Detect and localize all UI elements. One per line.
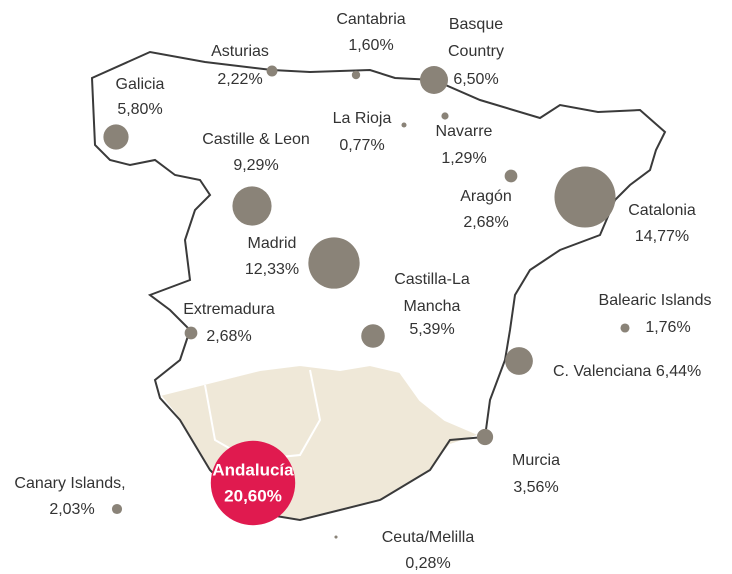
- region-name-line: Country: [448, 43, 504, 60]
- region-name: Extremadura: [183, 301, 275, 318]
- bubble: [441, 112, 449, 120]
- region-value: 5,39%: [409, 321, 454, 338]
- bubble: [103, 124, 129, 150]
- region-name: Basque Country: [448, 16, 504, 60]
- region-name-line: Mancha: [404, 298, 461, 315]
- region-name: Canary Islands,: [14, 475, 125, 492]
- region-name: Navarre: [436, 123, 493, 140]
- region-value: 6,50%: [453, 71, 498, 88]
- region-value: 6,44%: [656, 363, 701, 380]
- region-name-line: Basque: [449, 16, 503, 33]
- region-name: C. Valenciana: [553, 363, 652, 380]
- bubble: [401, 122, 407, 128]
- andalucia-area: [158, 363, 483, 522]
- bubble: [620, 323, 630, 333]
- bubble: [334, 535, 338, 539]
- region-name: Asturias: [211, 43, 269, 60]
- region-name: Catalonia: [628, 202, 696, 219]
- spain-outline: [90, 50, 667, 522]
- region-value: 20,60%: [224, 486, 282, 505]
- region-label: C. Valenciana 6,44%: [553, 363, 701, 380]
- region-value: 2,22%: [217, 71, 262, 88]
- bubble: [266, 65, 278, 77]
- bubble: [232, 186, 272, 226]
- bubble: [554, 166, 616, 228]
- region-name: Balearic Islands: [599, 292, 712, 309]
- region-name: Cantabria: [336, 11, 405, 28]
- region-name: Galicia: [116, 76, 165, 93]
- bubble: [111, 503, 123, 515]
- region-value: 2,03%: [49, 501, 94, 518]
- region-value: 9,29%: [233, 157, 278, 174]
- region-name: Murcia: [512, 452, 560, 469]
- region-name: Aragón: [460, 188, 512, 205]
- region-value: 1,60%: [348, 37, 393, 54]
- bubble: [351, 70, 361, 80]
- region-name: Andalucía: [212, 460, 294, 479]
- bubble: [420, 66, 448, 94]
- region-value: 1,76%: [645, 319, 690, 336]
- bubble: [308, 237, 360, 289]
- bubble: [361, 324, 385, 348]
- region-name-line: Castilla-La: [394, 271, 470, 288]
- region-name: Castille & Leon: [202, 131, 310, 148]
- region-name: Madrid: [248, 235, 297, 252]
- bubble: [210, 440, 296, 526]
- bubble: [184, 326, 198, 340]
- region-name: Ceuta/Melilla: [382, 529, 475, 546]
- region-value: 5,80%: [117, 101, 162, 118]
- region-value: 0,77%: [339, 137, 384, 154]
- region-value: 12,33%: [245, 261, 299, 278]
- region-name: La Rioja: [333, 110, 392, 127]
- bubble: [476, 428, 494, 446]
- region-value: 3,56%: [513, 479, 558, 496]
- bubble: [504, 169, 518, 183]
- bubble: [505, 347, 533, 375]
- region-value: 14,77%: [635, 228, 689, 245]
- region-value: 1,29%: [441, 150, 486, 167]
- region-value: 2,68%: [463, 214, 508, 231]
- region-value: 2,68%: [206, 328, 251, 345]
- region-value: 0,28%: [405, 555, 450, 572]
- region-name: Castilla-La Mancha: [394, 271, 470, 315]
